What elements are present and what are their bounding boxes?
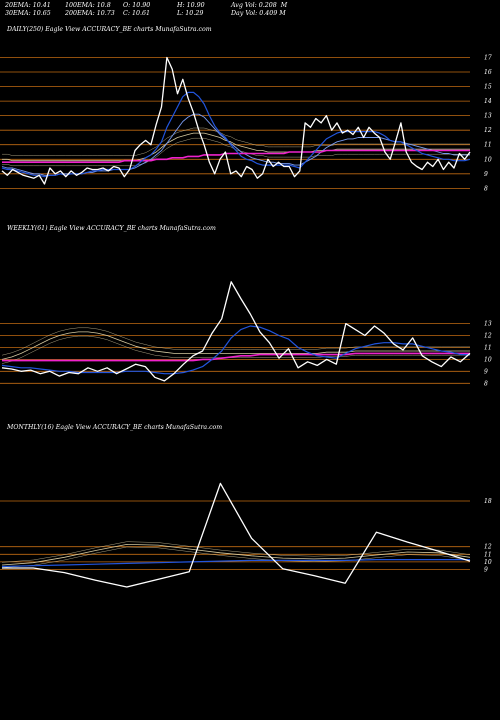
monthly-ema-slow-band-line xyxy=(1,541,471,563)
weekly-y-tick-label: 11 xyxy=(484,345,492,352)
daily-y-tick-label: 9 xyxy=(484,171,488,178)
weekly-y-tick-label: 12 xyxy=(484,333,492,340)
weekly-y-tick-label: 10 xyxy=(484,356,492,363)
daily-y-tick-label: 10 xyxy=(484,156,492,163)
ema30-label: 30EMA: 10.65 xyxy=(5,10,51,17)
low-label: L: 10.29 xyxy=(177,10,204,17)
daily-ema-slow-line xyxy=(2,132,470,162)
daily-ema-slow-band-line xyxy=(2,127,470,156)
day-vol-label: Day Vol: 0.409 M xyxy=(231,10,286,17)
weekly-y-tick-label: 9 xyxy=(484,368,488,375)
weekly-ema-fast-line xyxy=(1,325,470,375)
daily-ema-pink-line xyxy=(2,149,470,163)
monthly-ema-slow-line xyxy=(1,544,471,566)
monthly-y-tick-label: 9 xyxy=(484,567,488,574)
weekly-panel-title: WEEKLY(61) Eagle View ACCURACY_BE charts… xyxy=(7,225,216,232)
daily-y-tick-label: 11 xyxy=(484,142,492,149)
ema100-label: 100EMA: 10.8 xyxy=(65,2,111,9)
daily-price-line xyxy=(1,56,471,185)
daily-y-tick-label: 14 xyxy=(484,98,492,105)
header-stats: 20EMA: 10.41 100EMA: 10.8 O: 10.90 H: 10.90… xyxy=(5,2,287,18)
daily-panel-title: DAILY(250) Eagle View ACCURACY_BE charts… xyxy=(7,26,212,33)
daily-y-tick-label: 12 xyxy=(484,127,492,134)
daily-y-tick-label: 17 xyxy=(484,55,492,62)
monthly-ema-fast-line xyxy=(1,558,470,568)
monthly-y-tick-label: 18 xyxy=(484,498,492,505)
daily-y-tick-label: 8 xyxy=(484,185,488,192)
monthly-y-tick-label: 10 xyxy=(484,559,492,566)
weekly-ema-slow-line xyxy=(1,331,470,360)
monthly-ema-slow-band-line xyxy=(1,546,471,568)
weekly-y-tick-label: 13 xyxy=(484,321,492,328)
monthly-y-tick-label: 11 xyxy=(484,551,492,558)
daily-ema-fast-line xyxy=(1,91,471,178)
ema200-label: 200EMA: 10.73 xyxy=(65,10,115,17)
high-label: H: 10.90 xyxy=(177,2,205,9)
monthly-panel-title: MONTHLY(16) Eagle View ACCURACY_BE chart… xyxy=(7,424,223,431)
daily-y-tick-label: 13 xyxy=(484,113,492,120)
ema20-label: 20EMA: 10.41 xyxy=(5,2,51,9)
monthly-y-tick-label: 12 xyxy=(484,544,492,551)
close-label: C: 10.61 xyxy=(123,10,150,17)
avg-vol-label: Avg Vol: 0.208 M xyxy=(231,2,288,9)
weekly-y-tick-label: 8 xyxy=(484,380,488,387)
monthly-price-line xyxy=(2,482,471,588)
weekly-ema-slow-band-line xyxy=(1,327,470,356)
daily-y-tick-label: 15 xyxy=(484,84,492,91)
open-label: O: 10.90 xyxy=(123,2,151,9)
daily-y-tick-label: 16 xyxy=(484,69,492,76)
weekly-ema-pink-line xyxy=(2,352,470,362)
weekly-ema-slow-band-line xyxy=(1,335,470,364)
weekly-price-line xyxy=(1,281,471,382)
